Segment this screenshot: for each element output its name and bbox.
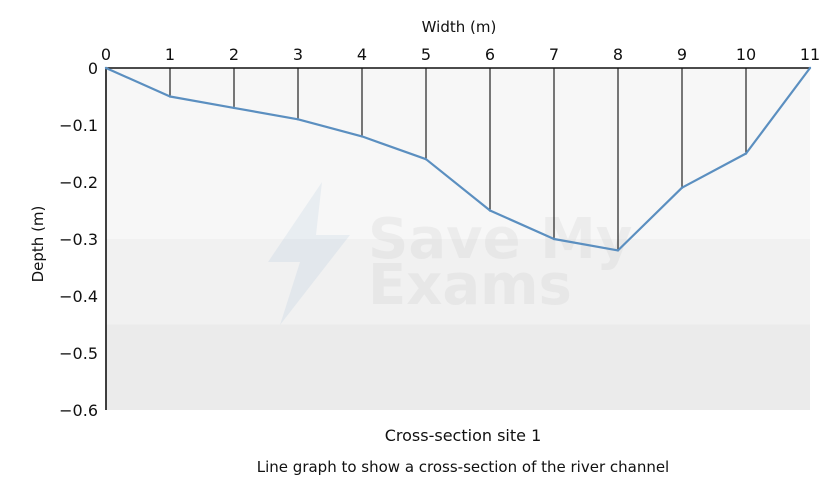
background-band xyxy=(106,68,810,239)
data-point xyxy=(104,66,108,70)
x-tick-label: 10 xyxy=(736,45,756,64)
chart-subtitle: Line graph to show a cross-section of th… xyxy=(257,458,669,476)
depth-lines xyxy=(169,68,747,251)
data-point xyxy=(680,186,684,189)
data-point xyxy=(552,237,556,241)
watermark-line1: Save My xyxy=(368,207,632,272)
data-point xyxy=(296,118,300,121)
y-tick-label: −0.1 xyxy=(59,116,98,135)
data-point xyxy=(168,95,172,98)
x-tick-label: 0 xyxy=(101,45,111,64)
background-bands xyxy=(106,68,810,410)
x-tick-label: 7 xyxy=(549,45,559,64)
data-point xyxy=(360,135,364,138)
x-tick-label: 3 xyxy=(293,45,303,64)
data-point xyxy=(488,209,492,212)
data-point xyxy=(232,106,236,110)
data-point xyxy=(744,152,748,155)
x-tick-label: 4 xyxy=(357,45,367,64)
data-point xyxy=(616,249,620,252)
watermark: Save My Exams xyxy=(268,182,632,325)
watermark-line2: Exams xyxy=(368,253,572,318)
data-points xyxy=(104,66,812,252)
x-tick-label: 8 xyxy=(613,45,623,64)
y-tick-label: −0.4 xyxy=(59,287,98,306)
data-point xyxy=(808,66,812,70)
x-tick-label: 6 xyxy=(485,45,495,64)
y-tick-label: −0.2 xyxy=(59,173,98,192)
x-tick-label: 2 xyxy=(229,45,239,64)
x-tick-label: 1 xyxy=(165,45,175,64)
data-point xyxy=(424,158,428,161)
y-tick-label: −0.3 xyxy=(59,230,98,249)
lightning-icon xyxy=(268,182,350,325)
axes xyxy=(105,67,810,410)
x-tick-labels: 0 1 2 3 4 5 6 7 8 9 10 11 xyxy=(101,45,820,64)
y-tick-label: −0.6 xyxy=(59,401,98,420)
background-band xyxy=(106,324,810,410)
x-tick-label: 11 xyxy=(800,45,820,64)
x-axis-title: Width (m) xyxy=(422,18,497,36)
y-axis-title: Depth (m) xyxy=(29,206,47,283)
series-line xyxy=(105,66,811,252)
background-band xyxy=(106,239,810,325)
chart-title: Cross-section site 1 xyxy=(385,426,542,445)
y-tick-label: −0.5 xyxy=(59,344,98,363)
y-tick-label: 0 xyxy=(88,59,98,78)
y-tick-labels: 0 −0.1 −0.2 −0.3 −0.4 −0.5 −0.6 xyxy=(59,59,98,420)
x-tick-label: 9 xyxy=(677,45,687,64)
x-tick-label: 5 xyxy=(421,45,431,64)
